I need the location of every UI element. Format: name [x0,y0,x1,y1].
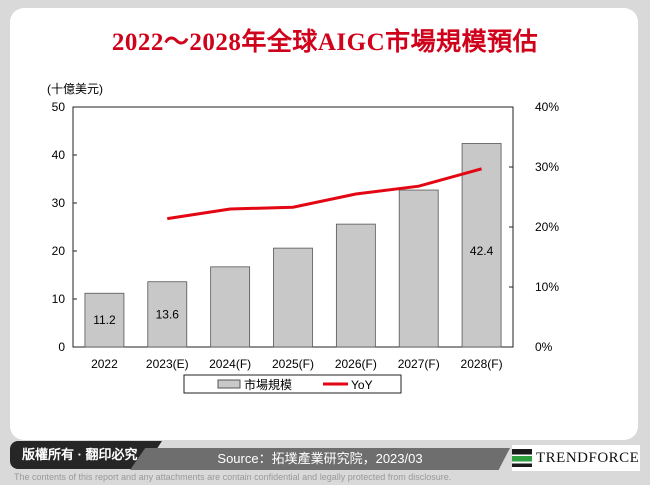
chart-title: 2022～2028年全球AIGC市場規模預估 [111,29,539,56]
legend-label: YoY [351,378,373,392]
x-tick-label: 2024(F) [209,357,251,371]
slide-panel [10,8,638,440]
y2-tick-label: 10% [535,280,559,294]
bar-2025(F) [273,247,313,348]
trendforce-logo: TRENDFORCE [512,445,640,471]
disclaimer: The contents of this report and any atta… [14,472,452,482]
source-label: Source：拓墣產業研究院，2023/03 [130,448,510,470]
bar-2022 [84,292,125,348]
y2-tick-label: 30% [535,160,559,174]
yoy-line [167,167,482,221]
x-tick-label: 2028(F) [461,357,503,371]
logo-text: TRENDFORCE [536,449,640,466]
y-tick-label: 50 [52,100,66,114]
bar-2026(F) [335,223,376,348]
legend-label: 市場規模 [244,377,292,392]
bar-2028(F) [461,143,502,348]
y-axis-unit: (十億美元) [47,82,103,96]
y-tick-label: 10 [52,292,66,306]
y-tick-label: 20 [52,244,66,258]
x-tick-label: 2023(E) [146,357,189,371]
bar-2024(F) [210,266,251,348]
x-tick-label: 2027(F) [398,357,440,371]
bar-2023(E) [147,281,188,348]
y2-tick-label: 40% [535,100,559,114]
y2-tick-label: 20% [535,220,559,234]
y-tick-label: 40 [52,148,66,162]
bar-2027(F) [398,189,439,348]
y-tick-label: 0 [58,340,65,354]
data-label: 11.2 [93,313,116,327]
data-label: 42.4 [470,244,494,258]
legend-bar-swatch [217,379,241,389]
x-tick-label: 2025(F) [272,357,314,371]
x-tick-label: 2022 [91,357,118,371]
chart: (十億美元) 0 10 20 30 40 50 0% 10% 20% 30% 40% 2022 11.2 2… [47,82,559,394]
y-tick-label: 30 [52,196,66,210]
x-tick-label: 2026(F) [335,357,377,371]
y2-tick-label: 0% [535,340,553,354]
data-label: 13.6 [156,307,180,321]
logo-mark-icon [512,449,532,467]
